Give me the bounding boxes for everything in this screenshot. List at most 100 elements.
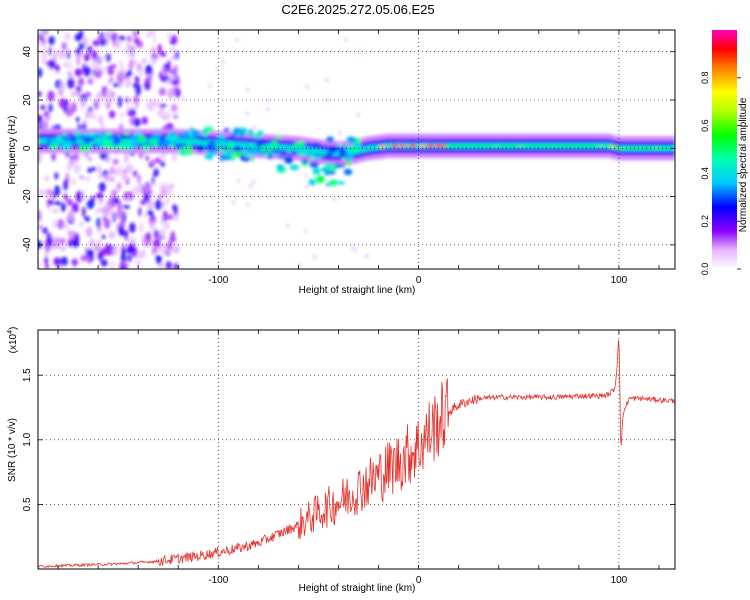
spectrogram-cell <box>284 155 294 164</box>
snr-plot-area <box>38 330 675 569</box>
spectrogram-cell <box>278 154 286 159</box>
spectrogram-cell <box>79 98 86 111</box>
spectrogram-cell <box>556 144 565 148</box>
spectrogram-cell <box>100 259 108 267</box>
spectrogram-cell <box>124 262 129 269</box>
spectrogram-cell <box>170 103 178 112</box>
spectrogram-cell <box>104 172 111 183</box>
scale-close: ) <box>8 327 19 330</box>
spectrogram-cell <box>159 227 167 238</box>
spectrogram-cell <box>48 103 53 113</box>
spectrogram-cell <box>59 80 66 93</box>
spec-ytick-label: -40 <box>22 237 33 252</box>
spectrogram-cell <box>46 199 54 204</box>
spectrogram-cell <box>253 125 256 130</box>
spectrogram-cell <box>123 152 129 164</box>
spectrogram-cell <box>172 243 179 254</box>
spectrogram-cell <box>129 48 135 61</box>
spectrogram-cell <box>112 158 119 165</box>
spectrogram-cell <box>103 66 108 73</box>
spectrogram-cell <box>164 222 170 230</box>
spectrogram-cell <box>89 113 97 120</box>
spectrogram-cell <box>245 111 249 116</box>
spectrogram-cell <box>192 138 197 143</box>
spectrogram-cell <box>129 222 136 234</box>
spectrogram-cell <box>101 234 106 240</box>
spectrogram-cell <box>276 166 286 174</box>
spectrogram-cell <box>61 42 67 51</box>
spectrogram-cell <box>325 78 329 83</box>
spectrogram-cell <box>588 144 597 148</box>
spectrogram-cell <box>71 101 77 113</box>
spectrogram-cell <box>58 98 67 109</box>
spectrogram-cell <box>247 130 255 136</box>
spectrogram-cell <box>226 141 235 148</box>
spectrogram-cell <box>628 146 637 150</box>
spectrogram-cell <box>204 126 215 132</box>
spectrogram-cell <box>644 146 653 150</box>
colorbar-tick-label: 0.0 <box>700 263 710 276</box>
spectrogram-cell <box>492 144 501 148</box>
spectrogram-cell <box>345 37 348 42</box>
spectrogram-cell <box>357 112 360 117</box>
spectrogram-cell <box>564 144 573 148</box>
spectrogram-cell <box>532 144 541 148</box>
svg-text:(x104): (x104) <box>7 327 19 354</box>
spectrogram-cell <box>63 62 68 68</box>
spectrogram-cell <box>145 103 152 109</box>
spectrogram-cell <box>548 144 557 148</box>
spectrogram-cell <box>169 184 174 194</box>
spectrogram-cell <box>171 79 179 86</box>
spectrogram-cell <box>71 258 78 267</box>
spec-ytick-label: -20 <box>22 189 33 204</box>
spectrogram-cell <box>174 87 181 98</box>
spectrogram-cell <box>110 176 115 182</box>
spectrogram-cell <box>91 166 97 172</box>
spectrogram-ridge-core <box>38 138 675 156</box>
spectrogram-cell <box>143 184 152 195</box>
spec-ytick-label: 40 <box>22 46 33 58</box>
spectrogram-cell <box>118 123 124 130</box>
spectrogram-cell <box>232 200 235 205</box>
spectrogram-cell <box>63 180 68 191</box>
spectrogram-cell <box>62 144 70 152</box>
spectrogram-cell <box>196 145 205 152</box>
spectrogram-cell <box>157 256 161 262</box>
spectrogram-cell <box>53 236 61 249</box>
snr-ytick-label: 0.5 <box>22 497 33 511</box>
spectrogram-cell <box>158 103 167 108</box>
spectrogram-cell <box>96 136 107 141</box>
spectrogram-hotspot <box>435 144 443 148</box>
spectrogram-cell <box>660 146 669 150</box>
spectrogram-hotspot <box>391 144 399 148</box>
spectrogram-cell <box>311 142 321 147</box>
spectrogram-cell <box>96 208 101 214</box>
spectrogram-cell <box>67 70 72 77</box>
spectrogram-cell <box>132 142 138 148</box>
spectrogram-cell <box>125 163 134 174</box>
spectrogram-cell <box>45 263 49 269</box>
spectrogram-cell <box>70 90 78 98</box>
spectrogram-cell <box>153 238 161 249</box>
spectrogram-cell <box>51 153 56 162</box>
spectrogram-cell <box>91 50 96 61</box>
spectrogram-cell <box>47 90 55 102</box>
spectrogram-cell <box>125 76 132 88</box>
spectrogram-cell <box>325 152 333 157</box>
spectrogram-cell <box>51 208 59 213</box>
spectrogram-cell <box>96 238 102 251</box>
spectrogram-cell <box>500 144 509 148</box>
spectrogram-cell <box>117 96 122 108</box>
spectrogram-cell <box>58 89 63 97</box>
spectrogram-cell <box>174 50 179 60</box>
spectrogram-cell <box>344 145 355 153</box>
spectrogram-cell <box>122 204 131 209</box>
spectrogram-cell <box>216 66 219 71</box>
spectrogram-cell <box>289 164 300 171</box>
spectrogram-cell <box>253 135 261 139</box>
spectrogram-cell <box>97 164 102 177</box>
spectrogram-cell <box>306 148 314 154</box>
spectrogram-cell <box>169 39 176 45</box>
snr-xlabel: Height of straight line (km) <box>299 583 416 594</box>
spectrogram-cell <box>267 98 270 103</box>
